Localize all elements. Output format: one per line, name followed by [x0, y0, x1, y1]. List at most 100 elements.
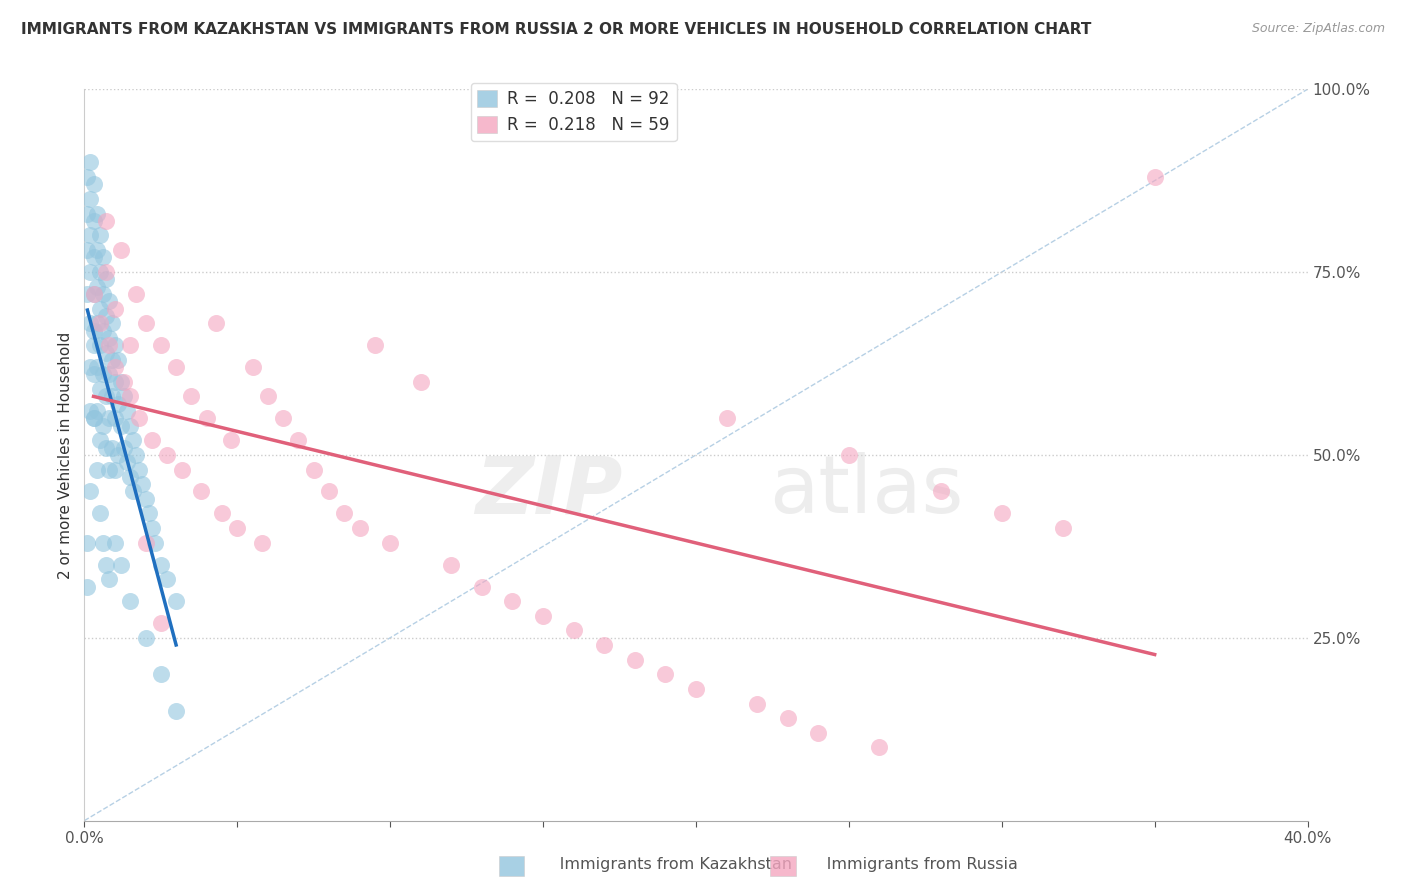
- Point: [86, 404, 108, 418]
- Point: [91, 251, 114, 265]
- Point: [120, 418, 142, 433]
- Point: [502, 594, 524, 608]
- Point: [76, 580, 98, 594]
- Point: [104, 360, 127, 375]
- Point: [716, 411, 738, 425]
- Point: [149, 667, 172, 681]
- Point: [149, 616, 172, 631]
- Point: [97, 462, 120, 476]
- Point: [104, 535, 127, 549]
- Point: [122, 434, 145, 448]
- Point: [287, 434, 309, 448]
- Y-axis label: 2 or more Vehicles in Household: 2 or more Vehicles in Household: [58, 331, 73, 579]
- Point: [89, 301, 111, 316]
- Point: [685, 681, 707, 696]
- Point: [83, 411, 105, 425]
- Point: [79, 404, 101, 418]
- Point: [122, 484, 145, 499]
- Point: [97, 411, 120, 425]
- Point: [172, 462, 194, 476]
- Point: [138, 507, 160, 521]
- Point: [79, 360, 101, 375]
- Point: [869, 740, 891, 755]
- Point: [807, 726, 830, 740]
- Point: [112, 441, 135, 455]
- Text: Immigrants from Kazakhstan: Immigrants from Kazakhstan: [534, 857, 792, 872]
- Point: [97, 294, 120, 309]
- Point: [89, 228, 111, 243]
- Point: [257, 389, 280, 403]
- Point: [624, 653, 647, 667]
- Point: [302, 462, 325, 476]
- Point: [83, 251, 105, 265]
- Point: [135, 316, 157, 330]
- Point: [104, 375, 127, 389]
- Point: [79, 155, 101, 169]
- Point: [205, 316, 228, 330]
- Point: [135, 535, 157, 549]
- Point: [1052, 521, 1074, 535]
- Point: [110, 375, 132, 389]
- Point: [101, 441, 124, 455]
- Point: [110, 243, 132, 257]
- Point: [89, 338, 111, 352]
- Point: [83, 411, 105, 425]
- Point: [156, 448, 179, 462]
- Point: [101, 352, 124, 367]
- Point: [115, 404, 138, 418]
- Point: [1143, 169, 1166, 184]
- Point: [89, 434, 111, 448]
- Point: [91, 324, 114, 338]
- Point: [271, 411, 294, 425]
- Point: [94, 345, 117, 359]
- Point: [91, 287, 114, 301]
- Point: [318, 484, 340, 499]
- Point: [380, 535, 402, 549]
- Point: [165, 594, 187, 608]
- Point: [776, 711, 799, 725]
- Point: [89, 507, 111, 521]
- Point: [94, 441, 117, 455]
- Legend: R =  0.208   N = 92, R =  0.218   N = 59: R = 0.208 N = 92, R = 0.218 N = 59: [471, 83, 676, 141]
- Text: Source: ZipAtlas.com: Source: ZipAtlas.com: [1251, 22, 1385, 36]
- Point: [94, 309, 117, 323]
- Point: [190, 484, 212, 499]
- Point: [76, 535, 98, 549]
- Point: [104, 338, 127, 352]
- Point: [97, 338, 120, 352]
- Point: [128, 411, 150, 425]
- Point: [135, 631, 157, 645]
- Point: [91, 418, 114, 433]
- Point: [838, 448, 860, 462]
- Point: [83, 368, 105, 382]
- Point: [104, 301, 127, 316]
- Point: [131, 477, 153, 491]
- Point: [165, 704, 187, 718]
- Text: Immigrants from Russia: Immigrants from Russia: [801, 857, 1018, 872]
- Point: [107, 352, 129, 367]
- Point: [83, 287, 105, 301]
- Point: [112, 375, 135, 389]
- Point: [79, 316, 101, 330]
- Point: [83, 178, 105, 192]
- Point: [115, 455, 138, 469]
- Point: [97, 572, 120, 586]
- Point: [104, 462, 127, 476]
- Point: [89, 265, 111, 279]
- Point: [364, 338, 387, 352]
- Point: [94, 272, 117, 286]
- Point: [149, 338, 172, 352]
- Point: [83, 287, 105, 301]
- Point: [349, 521, 371, 535]
- Point: [128, 462, 150, 476]
- Point: [110, 558, 132, 572]
- Point: [83, 338, 105, 352]
- Point: [86, 316, 108, 330]
- Point: [94, 389, 117, 403]
- Point: [531, 608, 554, 623]
- Text: ZIP: ZIP: [475, 452, 623, 531]
- Point: [86, 360, 108, 375]
- Point: [562, 624, 585, 638]
- Point: [180, 389, 202, 403]
- Point: [86, 462, 108, 476]
